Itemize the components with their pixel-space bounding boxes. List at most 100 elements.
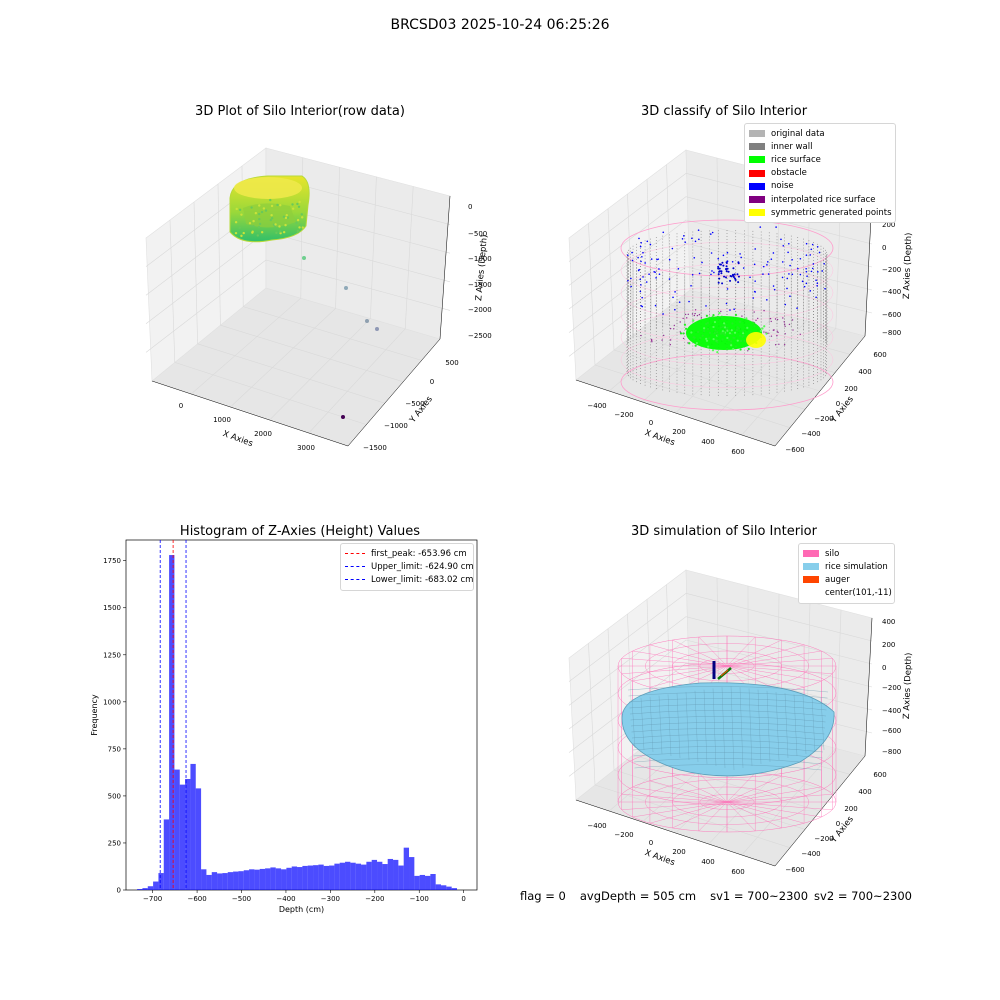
histogram-bar [211,872,218,890]
legend-label: noise [771,181,794,192]
rice-surface-point [726,336,729,340]
noise-point [691,237,693,240]
noise-point [810,270,813,273]
noise-point [816,245,819,248]
histogram-bar [393,859,399,890]
rice-surface-point [732,336,735,339]
noise-point [642,276,644,278]
rice-surface-point [727,338,731,341]
interpolated-point [698,313,701,316]
x-axis-line [575,379,776,447]
rice-mesh-line [811,696,816,753]
interpolated-point [769,317,772,320]
histogram-bar [206,874,212,890]
noise-point [640,284,642,286]
legend-interpolated-rice-surface: interpolated rice surface [749,193,891,206]
raw-point [258,217,261,221]
sv1-text: sv1 = 700~2300 [710,889,809,903]
symmetric-points [746,332,766,348]
noise-point [655,277,657,279]
noise-point [805,254,808,256]
interpolated-point [783,323,786,325]
noise-point [648,273,650,276]
interpolated-point [651,340,653,342]
raw-point [257,225,261,229]
histogram-bar [334,863,340,890]
legend-label: rice surface [771,154,821,165]
legend-label: rice simulation [825,561,888,572]
interpolated-point [686,317,688,319]
grid-line [191,297,301,395]
interpolated-point [774,344,777,346]
rice-surface-point [721,325,725,328]
rice-mesh-line [802,695,807,755]
noise-point [773,288,776,291]
grid-line [568,639,687,730]
z-tick-label: −600 [882,311,901,319]
z-tick-label: 0 [882,664,886,672]
raw-point [276,203,279,207]
simulation-3d-axes: −400−20002004006006004002000−200−400−600… [568,569,914,876]
histogram-bar [297,867,303,890]
rice-mesh-line [628,698,828,705]
rice-surface-point [702,329,706,333]
rice-surface-point [694,344,697,347]
legend-lower-limit: Lower_limit: -683.02 cm [345,573,473,586]
noise-point [780,238,782,241]
rice-surface-point [761,327,764,330]
noise-point [640,305,642,307]
noise-cluster-point [717,281,720,284]
raw-point [256,234,260,237]
x-tick-label: −400 [276,895,295,903]
noise-cluster-point [722,264,725,267]
x-tick-label: 2000 [254,430,272,438]
noise-point [678,301,681,303]
rice-surface-point [726,326,729,329]
silo-bottom-ring [672,786,782,818]
auger-line [720,669,729,677]
legend-swatch [803,590,819,597]
noise-point [644,262,646,264]
noise-cluster-point [720,272,723,275]
rice-surface-point [724,323,727,326]
noise-point [631,251,633,254]
raw-point [258,204,261,207]
noise-point [630,285,632,288]
z-axis-label: Z Axies (Depth) [902,652,914,719]
rice-surface-point [732,347,735,351]
histogram-panel-title: Histogram of Z-Axies (Height) Values [179,524,421,539]
interpolated-point [669,339,672,341]
noise-point [784,303,787,306]
noise-point [683,235,685,237]
rice-surface-point [735,328,739,332]
noise-point [641,255,643,258]
y-tick-label: 0 [430,378,434,386]
z-tick-label: 200 [882,641,895,649]
y-tick-label: 500 [445,359,458,367]
raw-point [286,216,290,219]
grid-line [335,167,340,309]
grid-line [607,208,615,351]
interpolated-point [783,344,786,346]
silo-top-ring [699,658,755,674]
noise-point [694,240,697,243]
rice-mesh-line [748,688,753,767]
rice-surface-point [716,340,719,344]
grid-line [741,748,837,856]
rice-surface-point [747,347,750,351]
interpolated-point [684,313,687,316]
histogram-bar [403,847,410,890]
grid-line [568,266,687,357]
grid-line [243,306,422,361]
noise-point [638,237,640,240]
histogram-bar [339,862,346,890]
noise-point [791,273,794,276]
legend-swatch [749,143,765,151]
x-tick-label: −200 [614,411,633,419]
y-axis-label: Y Axies [828,814,856,846]
x-tick-label: 200 [672,848,685,856]
interpolated-point [770,320,772,323]
noise-cluster-point [721,261,724,264]
y-tick-label: 200 [844,805,857,813]
rice-surface-point [738,320,741,323]
